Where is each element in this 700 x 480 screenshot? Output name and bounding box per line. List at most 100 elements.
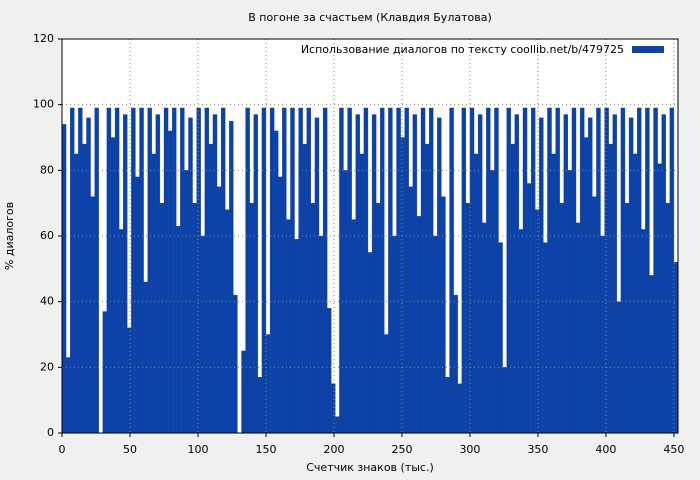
bar bbox=[461, 107, 467, 434]
bar bbox=[371, 114, 377, 434]
bar bbox=[498, 242, 503, 434]
bar bbox=[502, 367, 507, 434]
bar bbox=[286, 219, 291, 434]
bar bbox=[543, 242, 548, 434]
bar bbox=[233, 294, 238, 434]
y-tick-label: 20 bbox=[40, 360, 54, 373]
bar bbox=[510, 143, 515, 434]
bar bbox=[363, 107, 369, 434]
bar bbox=[196, 107, 201, 434]
plot-frame bbox=[61, 38, 679, 434]
x-tick-label: 200 bbox=[323, 443, 344, 456]
bar bbox=[375, 203, 381, 434]
bar bbox=[216, 186, 222, 434]
bar bbox=[367, 252, 373, 434]
bar bbox=[355, 114, 360, 434]
bar bbox=[600, 235, 605, 434]
bar bbox=[302, 143, 307, 434]
bar bbox=[249, 203, 254, 434]
bar bbox=[167, 130, 173, 434]
x-tick-label: 450 bbox=[663, 443, 684, 456]
bar bbox=[114, 107, 120, 434]
bar bbox=[482, 222, 487, 434]
bar bbox=[673, 262, 679, 434]
bar bbox=[453, 294, 458, 434]
bar bbox=[661, 114, 666, 434]
bar bbox=[139, 107, 144, 434]
bar bbox=[90, 196, 95, 434]
bar bbox=[559, 203, 564, 434]
bar bbox=[282, 107, 287, 434]
bar bbox=[420, 107, 426, 434]
bar bbox=[555, 107, 560, 434]
bar bbox=[604, 107, 609, 434]
y-tick-label: 100 bbox=[33, 98, 54, 111]
bar bbox=[335, 416, 340, 434]
bar bbox=[384, 334, 389, 434]
bar bbox=[78, 107, 83, 434]
x-tick-label: 50 bbox=[123, 443, 137, 456]
bar bbox=[477, 114, 483, 434]
bar bbox=[457, 383, 462, 434]
y-tick-label: 40 bbox=[40, 295, 54, 308]
bar bbox=[204, 107, 210, 434]
bar bbox=[86, 117, 91, 434]
x-tick-label: 350 bbox=[527, 443, 548, 456]
bar bbox=[253, 114, 258, 434]
bar bbox=[608, 143, 613, 434]
bar bbox=[74, 153, 79, 434]
bar bbox=[261, 107, 267, 434]
bar bbox=[612, 114, 617, 434]
bar bbox=[135, 176, 140, 434]
bar bbox=[65, 357, 71, 434]
bar bbox=[624, 203, 630, 434]
chart-title: В погоне за счастьем (Клавдия Булатова) bbox=[248, 11, 492, 24]
bar bbox=[657, 163, 662, 434]
x-tick-label: 150 bbox=[255, 443, 276, 456]
y-tick-label: 80 bbox=[40, 163, 54, 176]
bar bbox=[306, 107, 311, 434]
bar bbox=[424, 143, 430, 434]
bar bbox=[445, 377, 450, 434]
x-tick-label: 0 bbox=[59, 443, 66, 456]
bar bbox=[567, 170, 573, 434]
bar bbox=[314, 117, 320, 434]
bar bbox=[551, 153, 556, 434]
bar bbox=[563, 114, 569, 434]
bar bbox=[310, 203, 316, 434]
bar bbox=[176, 225, 181, 434]
bar bbox=[347, 107, 352, 434]
bar bbox=[628, 117, 634, 434]
bar bbox=[339, 107, 344, 434]
bar bbox=[163, 107, 169, 434]
y-tick-label: 120 bbox=[33, 32, 54, 45]
bar bbox=[416, 216, 422, 434]
bar bbox=[518, 229, 524, 434]
bar bbox=[147, 107, 152, 434]
bar bbox=[641, 229, 646, 434]
bar bbox=[188, 117, 193, 434]
bar bbox=[584, 137, 589, 434]
bar bbox=[400, 137, 405, 434]
bar bbox=[392, 235, 397, 434]
x-tick-label: 100 bbox=[187, 443, 208, 456]
bar bbox=[469, 107, 475, 434]
legend-label: Использование диалогов по тексту coollib… bbox=[301, 43, 624, 56]
bar bbox=[404, 107, 409, 434]
bar bbox=[298, 107, 303, 434]
bar bbox=[396, 107, 401, 434]
bar bbox=[588, 117, 593, 434]
bar bbox=[212, 114, 218, 434]
bar bbox=[331, 383, 336, 434]
bar bbox=[669, 107, 675, 434]
bar bbox=[171, 107, 177, 434]
bar bbox=[359, 153, 365, 434]
bar bbox=[637, 107, 642, 434]
y-tick-label: 60 bbox=[40, 229, 54, 242]
bar bbox=[592, 196, 597, 434]
bar bbox=[327, 308, 332, 434]
bar bbox=[225, 209, 230, 434]
x-tick-label: 400 bbox=[595, 443, 616, 456]
bar bbox=[102, 311, 108, 434]
